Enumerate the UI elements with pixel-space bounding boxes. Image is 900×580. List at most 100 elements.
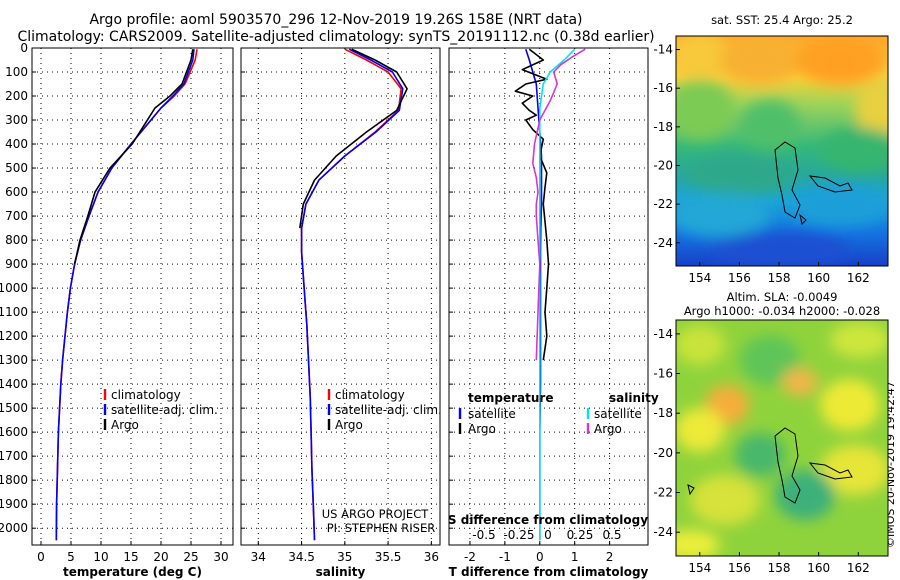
- map-x-tick-label: 160: [807, 561, 830, 575]
- legend-label: Argo: [111, 418, 139, 432]
- map-y-tick-label: -14: [653, 327, 673, 341]
- x-axis-label: T difference from climatology: [449, 565, 649, 579]
- series-line-salinity-argo: [531, 48, 586, 361]
- sla-map-coastline: [774, 427, 801, 504]
- x-tick-label: 1: [571, 550, 579, 564]
- sla-map: 154 156 158 160 162 -14 -16 -18 -20 -22 -24: [653, 319, 889, 575]
- map-y-tick-label: -24: [653, 525, 673, 539]
- sla-map-frame: [675, 319, 889, 557]
- series-line-temperature-argo: [514, 48, 550, 361]
- map-y-tick-label: -18: [653, 406, 673, 420]
- map-x-tick-label: 158: [768, 561, 791, 575]
- x-tick-label: 0: [37, 550, 45, 564]
- legend-label: climatology: [111, 388, 181, 402]
- legend-label: Argo: [468, 422, 496, 436]
- project-label-line2: PI: STEPHEN RISER: [327, 521, 436, 535]
- map-x-tick-label: 156: [728, 561, 751, 575]
- x-tick-label: 36: [424, 550, 439, 564]
- series-line-satellite-adj-clim-: [55, 49, 195, 541]
- map-y-tick-label: -22: [653, 486, 673, 500]
- depth-tick-label: 0: [20, 41, 28, 55]
- depth-tick-label: 1400: [0, 377, 28, 391]
- map-y-tick-label: -16: [653, 81, 673, 95]
- x-tick-label: 30: [213, 550, 228, 564]
- map-x-tick-label: 162: [847, 271, 870, 285]
- x-tick-label: 35: [337, 550, 352, 564]
- depth-tick-label: 400: [5, 137, 28, 151]
- depth-tick-label: 1600: [0, 425, 28, 439]
- series-line-argo: [73, 49, 194, 265]
- sla-map-field: [676, 322, 888, 556]
- plot-frame: [31, 47, 234, 546]
- x-tick-label: 2: [606, 550, 614, 564]
- x-axis-label: salinity: [316, 565, 366, 579]
- plot-frame: [448, 47, 649, 546]
- legend-label: satellite-adj. clim.: [111, 403, 218, 417]
- s-tick-label: -0.25: [503, 528, 534, 542]
- s-tick-label: -0.5: [472, 528, 495, 542]
- sla-map-coastline: [808, 462, 853, 480]
- map-y-tick-label: -24: [653, 236, 673, 250]
- map-x-tick-label: 156: [728, 271, 751, 285]
- x-tick-label: 10: [93, 550, 108, 564]
- depth-tick-label: 1500: [0, 401, 28, 415]
- x-tick-label: 34.5: [288, 550, 315, 564]
- depth-tick-label: 200: [5, 89, 28, 103]
- depth-tick-label: 1100: [0, 305, 28, 319]
- depth-tick-label: 500: [5, 161, 28, 175]
- series-line-climatology: [55, 49, 198, 541]
- sst-map: 154 156 158 160 162 -14 -16 -18 -20 -22 -24: [653, 35, 889, 285]
- s-tick-label: 0.25: [567, 528, 594, 542]
- x-tick-label: 15: [123, 550, 138, 564]
- series-line-salinity-satellite: [538, 48, 576, 541]
- legend-title-temperature: temperature: [468, 391, 553, 405]
- depth-tick-label: 300: [5, 113, 28, 127]
- depth-tick-label: 1800: [0, 473, 28, 487]
- legend-label: satellite: [468, 407, 516, 421]
- depth-tick-label: 1700: [0, 449, 28, 463]
- sst-map-coastline: [799, 213, 807, 225]
- project-label-line1: US ARGO PROJECT: [322, 507, 430, 521]
- map-x-tick-label: 154: [688, 271, 711, 285]
- sla-map-title-line2: Argo h1000: -0.034 h2000: -0.028: [683, 304, 881, 318]
- depth-tick-label: 1200: [0, 329, 28, 343]
- x-axis-label: temperature (deg C): [63, 565, 202, 579]
- map-y-tick-label: -14: [653, 43, 673, 57]
- sst-map-title: sat. SST: 25.4 Argo: 25.2: [711, 13, 853, 27]
- depth-tick-label: 900: [5, 257, 28, 271]
- legend-title-salinity: salinity: [609, 391, 659, 405]
- x-tick-label: 5: [67, 550, 75, 564]
- sst-map-ticks: 154 156 158 160 162 -14 -16 -18 -20 -22 -24: [653, 43, 869, 285]
- x-tick-label: 25: [183, 550, 198, 564]
- depth-tick-label: 800: [5, 233, 28, 247]
- legend-label: Argo: [594, 422, 622, 436]
- series-line-satellite-adj-clim-: [300, 48, 404, 541]
- s-axis-label: S difference from climatology: [448, 513, 648, 527]
- legend-label: satellite: [594, 407, 642, 421]
- x-tick-label: -1: [499, 550, 511, 564]
- depth-tick-label: 100: [5, 65, 28, 79]
- sst-map-coastline: [808, 175, 853, 193]
- map-x-tick-label: 154: [688, 561, 711, 575]
- map-y-tick-label: -20: [653, 158, 673, 172]
- temperature-panel: 0100200300400500600700800900100011001200…: [0, 41, 234, 579]
- depth-tick-label: 600: [5, 185, 28, 199]
- map-y-tick-label: -16: [653, 367, 673, 381]
- legend-label: climatology: [335, 388, 405, 402]
- sla-map-coastline: [687, 484, 695, 496]
- salinity-panel: 34 34.5 35 35.5 36 salinity climatologysatelli…: [240, 47, 442, 579]
- map-y-tick-label: -22: [653, 197, 673, 211]
- depth-tick-label: 2000: [0, 521, 28, 535]
- sst-map-field: [676, 36, 888, 266]
- difference-panel: -2 -1 0 1 2T difference from climatology temp…: [448, 47, 659, 579]
- sst-map-frame: [675, 35, 889, 267]
- x-tick-label: 0: [536, 550, 544, 564]
- depth-tick-label: 700: [5, 209, 28, 223]
- s-tick-label: 0.5: [602, 528, 621, 542]
- legend-label: Argo: [335, 418, 363, 432]
- map-x-tick-label: 158: [768, 271, 791, 285]
- legend-label: satellite-adj. clim.: [335, 403, 442, 417]
- sst-map-coastline: [774, 141, 801, 219]
- sla-map-ticks: 154 156 158 160 162 -14 -16 -18 -20 -22 -24: [653, 327, 869, 575]
- series-line-argo: [299, 48, 408, 229]
